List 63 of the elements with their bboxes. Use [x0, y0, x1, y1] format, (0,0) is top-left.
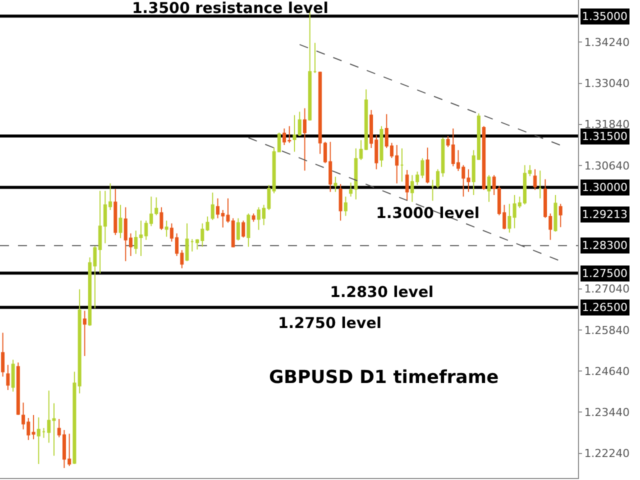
annotation: 1.3500 resistance level — [132, 0, 328, 17]
candlestick — [252, 212, 256, 222]
candlestick — [302, 108, 306, 172]
ref-line-label: 1.35000 — [582, 10, 628, 23]
candlestick — [206, 216, 210, 232]
candlestick — [210, 192, 214, 220]
annotation: GBPUSD D1 timeframe — [269, 367, 499, 388]
candlestick — [190, 238, 194, 252]
candlestick — [487, 174, 491, 202]
ref-line-label: 1.30000 — [582, 181, 628, 194]
candlestick — [32, 414, 36, 440]
candlestick — [533, 168, 537, 190]
y-tick-label: 1.27040 — [584, 282, 630, 296]
candlestick — [246, 212, 250, 248]
annotation: 1.2750 level — [278, 314, 382, 332]
y-tick-label: 1.22240 — [584, 447, 630, 460]
candlestick — [338, 184, 342, 222]
candlestick — [508, 203, 512, 234]
y-tick-label: 1.30640 — [584, 159, 630, 172]
y-tick-label: 1.24640 — [584, 364, 630, 378]
candlestick — [236, 218, 240, 242]
y-tick-label: 1.31840 — [584, 118, 630, 132]
candlestick — [242, 220, 246, 238]
ref-line-label: 1.27500 — [582, 267, 628, 280]
candlestick — [538, 170, 542, 199]
candlestick — [354, 148, 358, 200]
candlestick — [185, 222, 189, 262]
candlestick — [82, 310, 86, 357]
candlestick — [344, 196, 348, 216]
candlestick — [1, 332, 5, 378]
candlestick — [160, 206, 164, 230]
annotation: 1.3000 level — [376, 204, 480, 222]
candlestick — [16, 362, 20, 416]
candlestick — [6, 364, 10, 390]
candlestick — [405, 169, 409, 201]
candlestick — [313, 42, 317, 74]
candlestick — [380, 126, 384, 168]
candlestick — [114, 188, 118, 236]
candlestick — [36, 416, 40, 464]
candlestick — [426, 147, 430, 184]
candlestick — [554, 194, 558, 232]
candlestick — [11, 359, 15, 392]
text: 1.29213 — [582, 208, 628, 221]
annotation: 1.2830 level — [330, 283, 434, 301]
candlestick — [78, 288, 82, 394]
candlestick — [430, 179, 434, 202]
candlestick — [558, 203, 562, 228]
candlestick — [400, 148, 404, 182]
ref-line-label: 1.31500 — [582, 130, 628, 143]
candlestick — [349, 182, 353, 198]
y-tick-label: 1.25840 — [584, 324, 630, 337]
candlestick — [118, 204, 122, 239]
candlestick — [334, 176, 338, 192]
y-tick-label: 1.34240 — [584, 36, 630, 49]
candlestick — [482, 126, 486, 190]
ref-line-label: 1.26500 — [582, 301, 628, 314]
y-tick-label: 1.33040 — [584, 77, 630, 90]
candlestick — [164, 220, 168, 238]
y-tick-label: 1.23440 — [584, 406, 630, 420]
ref-line-label: 1.28300 — [582, 239, 628, 252]
candlestick — [42, 427, 46, 438]
candlestick — [72, 371, 76, 464]
candlestick — [231, 218, 235, 248]
